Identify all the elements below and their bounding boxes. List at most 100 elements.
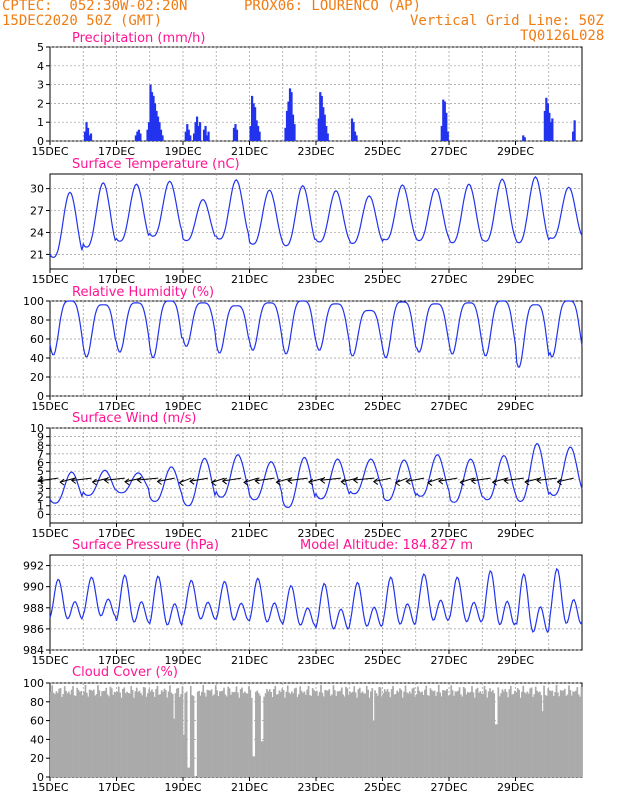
cloud-bar [115,692,117,777]
cloud-bar [324,689,326,777]
cloud-bar [221,690,224,777]
cloud-bar [66,693,69,777]
cloud-bar [56,692,59,777]
cloud-bar [376,695,379,777]
cloud-bar [160,690,163,777]
wind-vector [406,477,425,482]
cloud-bar [375,693,378,777]
cloud-bar [374,690,376,777]
cloud-bar [533,694,536,777]
cloud-bar [401,697,404,777]
cloud-bar [394,693,397,777]
precip-bar [258,131,261,141]
precip-bar [446,131,449,141]
header-line1-left: CPTEC: 052:30W-02:20N [2,0,188,14]
cloud-bar [346,688,349,777]
wind-vector [395,477,408,484]
cloud-bar [433,690,436,777]
precip-bar [89,133,93,141]
cloud-bar [83,691,85,777]
cloud-bar [453,695,455,777]
wind-vector-head [405,477,411,485]
rh-xtick-label: 17DEC [98,400,135,413]
cloud-bar [500,693,502,777]
cloud-bar [496,724,498,777]
cloud-bar [104,690,106,777]
wind-vector [536,477,558,481]
precip-bar [202,129,206,141]
pres-series-line [49,567,583,634]
cloud-bar [462,686,465,777]
cloud-bar [145,696,148,777]
precip-bar [573,120,576,141]
cloud-bar [81,695,84,777]
pres-xtick-label: 25DEC [364,654,401,667]
cloud-bar [201,691,203,777]
cloud-bar [151,689,153,777]
cloud-bar [162,691,164,777]
cloud-bar [112,694,115,777]
cloud-bar [86,692,88,777]
wind-vector-head [491,478,497,486]
wind-ytick-label: 9 [37,431,44,444]
cloud-bar [544,694,547,777]
cloud-bar [159,694,162,777]
wind-vector-head [59,478,65,486]
cloud-bar [493,693,496,777]
wind-vector [71,477,92,482]
cloud-bar [246,693,249,777]
pres-ytick-label: 992 [23,560,44,573]
wind-vector-head [340,478,346,486]
cloud-bar [252,756,254,777]
cloud-bar [274,685,277,777]
cloud-bar [443,690,446,777]
cloud-bar [353,686,356,777]
precip-bar [198,122,202,141]
cloud-bar [361,691,364,777]
wind-vector [189,477,209,482]
cloud-bar [338,691,340,777]
precip-bar [445,112,448,141]
pres-ytick-label: 988 [23,602,44,615]
cloud-bar [79,691,81,777]
cloud-bar [504,688,507,777]
cloud-bar [198,690,200,777]
cloud-bar [303,691,306,777]
cloud-bar [485,689,487,777]
wind-vector [222,477,242,482]
cloud-bar [572,691,574,777]
cloud-bar [490,691,493,777]
cloud-bar [119,692,121,777]
cloud-bar [378,687,381,777]
wind-vector [373,477,391,483]
cloud-bar [442,690,444,777]
precip-bar [152,95,155,141]
precip-bar [320,95,323,141]
cloud-bar [164,690,167,777]
cloud-bar [167,691,170,777]
cloud-bar [407,693,410,777]
cloud-bar [340,687,343,777]
cloud-bar [253,756,256,777]
cloud-bar [511,694,514,777]
rh-ytick-label: 0 [37,390,44,403]
cloud-bar [545,695,548,777]
cloud-bar [73,695,76,777]
cloud-bar [225,696,228,777]
cloud-bar [503,691,505,777]
precip-bar [189,135,192,141]
cloud-bar [336,691,339,777]
cloud-bar [74,695,77,777]
cloud-bar [113,692,116,777]
cloud-bar [138,690,141,777]
precip-ytick-label: 5 [37,41,44,54]
cloud-bar [573,691,576,777]
precip-bar [195,116,199,141]
cloud-bar [300,690,303,777]
wind-vector-head [427,479,433,486]
wind-vector-head [70,477,77,484]
cloud-bar [141,695,144,777]
wind-vector [471,477,491,482]
cloud-bar [84,685,87,777]
cloud-bar [135,687,138,777]
